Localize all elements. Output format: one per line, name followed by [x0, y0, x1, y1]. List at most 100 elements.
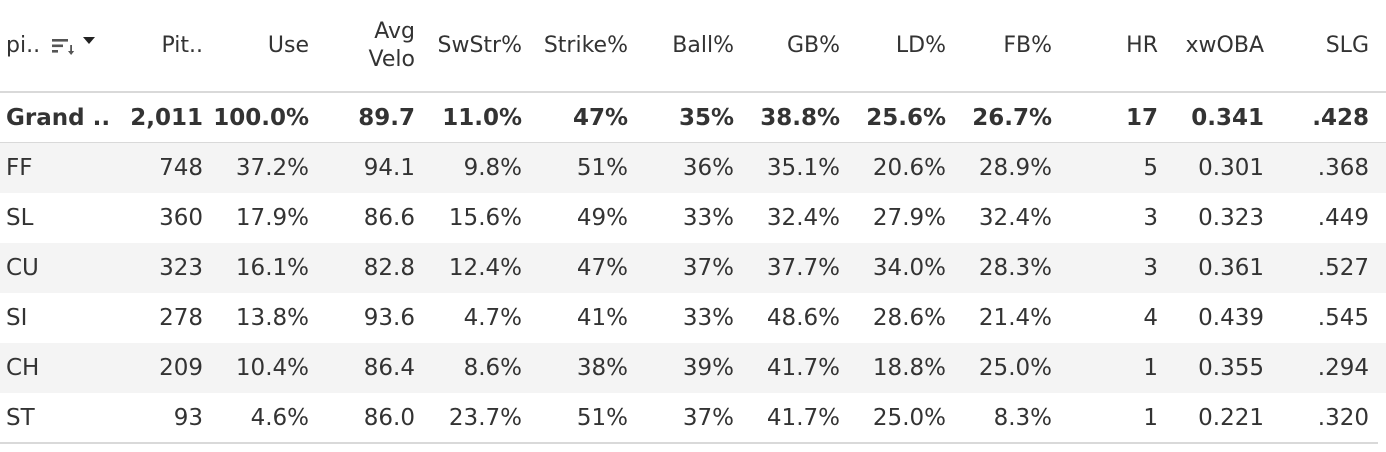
cell-pitch: FF	[6, 155, 33, 181]
column-header-pitch-type[interactable]: pi..	[6, 0, 96, 91]
cell-velo: 86.0	[363, 405, 415, 431]
column-header-label: Ball%	[672, 32, 734, 58]
column-header-swstr[interactable]: SwStr%	[420, 0, 523, 91]
column-header-label: Avg Velo	[369, 18, 415, 74]
cell-slg: .294	[1317, 355, 1369, 381]
column-header-label: Pit..	[161, 32, 203, 58]
cell-swstr: 23.7%	[448, 405, 522, 431]
column-header-slg[interactable]: SLG	[1280, 0, 1369, 91]
cell-ball: 35%	[678, 104, 734, 131]
column-header-hr[interactable]: HR	[1080, 0, 1158, 91]
cell-pitch: ST	[6, 405, 35, 431]
cell-swstr: 9.8%	[463, 155, 522, 181]
cell-velo: 94.1	[363, 155, 415, 181]
column-header-ball[interactable]: Ball%	[640, 0, 734, 91]
column-header-fb[interactable]: FB%	[960, 0, 1052, 91]
cell-velo: 82.8	[363, 255, 415, 281]
cell-hr: 3	[1143, 205, 1158, 231]
cell-hr: 1	[1143, 405, 1158, 431]
cell-ld: 18.8%	[872, 355, 946, 381]
cell-fb: 8.3%	[993, 405, 1052, 431]
cell-gb: 41.7%	[766, 355, 840, 381]
cell-swstr: 8.6%	[463, 355, 522, 381]
column-header-use[interactable]: Use	[220, 0, 309, 91]
cell-strike: 51%	[576, 405, 628, 431]
cell-slg: .449	[1317, 205, 1369, 231]
column-header-label: SLG	[1325, 32, 1369, 58]
cell-pitches: 323	[159, 255, 203, 281]
cell-xwoba: 0.355	[1198, 355, 1264, 381]
cell-use: 100.0%	[213, 104, 309, 131]
cell-xwoba: 0.221	[1198, 405, 1264, 431]
cell-swstr: 11.0%	[442, 104, 522, 131]
column-header-label: GB%	[786, 32, 840, 58]
cell-use: 37.2%	[235, 155, 309, 181]
cell-ball: 37%	[682, 405, 734, 431]
cell-strike: 47%	[572, 104, 628, 131]
cell-ball: 33%	[682, 305, 734, 331]
cell-fb: 28.9%	[978, 155, 1052, 181]
cell-pitch: Grand ..	[6, 104, 111, 131]
column-header-label: pi..	[6, 32, 41, 58]
table-row[interactable]: SI 278 13.8% 93.6 4.7% 41% 33% 48.6% 28.6% 21.4% 4…	[0, 293, 1386, 343]
cell-ld: 34.0%	[872, 255, 946, 281]
cell-hr: 3	[1143, 255, 1158, 281]
cell-ld: 28.6%	[872, 305, 946, 331]
table-row[interactable]: SL 360 17.9% 86.6 15.6% 49% 33% 32.4% 27.9% 32.4%…	[0, 193, 1386, 243]
cell-pitches: 2,011	[130, 104, 203, 131]
cell-velo: 89.7	[358, 104, 415, 131]
cell-pitch: CH	[6, 355, 40, 381]
table-row[interactable]: ST 93 4.6% 86.0 23.7% 51% 37% 41.7% 25.0% 8.3% 1 0.…	[0, 393, 1386, 443]
cell-use: 13.8%	[235, 305, 309, 331]
cell-pitches: 93	[173, 405, 203, 431]
grand-total-row[interactable]: Grand .. 2,011 100.0% 89.7 11.0% 47% 35% 38.8% 2…	[0, 93, 1386, 143]
column-header-xwoba[interactable]: xwOBA	[1170, 0, 1264, 91]
cell-gb: 37.7%	[766, 255, 840, 281]
cell-ld: 25.0%	[872, 405, 946, 431]
table-bottom-border	[0, 442, 1378, 444]
table-header-row: pi.. Pit.. Use Avg Velo	[0, 0, 1386, 93]
cell-velo: 86.6	[363, 205, 415, 231]
cell-swstr: 4.7%	[463, 305, 522, 331]
cell-hr: 1	[1143, 355, 1158, 381]
column-header-pitches[interactable]: Pit..	[120, 0, 203, 91]
table-body: Grand .. 2,011 100.0% 89.7 11.0% 47% 35% 38.8% 2…	[0, 93, 1386, 443]
cell-pitches: 278	[159, 305, 203, 331]
cell-pitch: SI	[6, 305, 28, 331]
cell-ld: 27.9%	[872, 205, 946, 231]
cell-gb: 32.4%	[766, 205, 840, 231]
column-header-label: LD%	[895, 32, 946, 58]
sort-descending-icon[interactable]	[50, 35, 76, 57]
cell-slg: .527	[1317, 255, 1369, 281]
column-header-gb[interactable]: GB%	[750, 0, 840, 91]
cell-fb: 25.0%	[978, 355, 1052, 381]
column-header-ld[interactable]: LD%	[860, 0, 946, 91]
column-header-label: HR	[1126, 32, 1158, 58]
column-header-label-line2: Velo	[368, 46, 415, 72]
cell-ball: 33%	[682, 205, 734, 231]
column-header-label: Use	[267, 32, 309, 58]
cell-hr: 17	[1125, 104, 1158, 131]
cell-pitches: 748	[159, 155, 203, 181]
column-header-strike[interactable]: Strike%	[530, 0, 628, 91]
cell-gb: 35.1%	[766, 155, 840, 181]
cell-pitches: 209	[159, 355, 203, 381]
cell-fb: 28.3%	[978, 255, 1052, 281]
cell-fb: 32.4%	[978, 205, 1052, 231]
cell-use: 4.6%	[250, 405, 309, 431]
cell-velo: 86.4	[363, 355, 415, 381]
column-header-avg-velo[interactable]: Avg Velo	[330, 0, 415, 91]
cell-xwoba: 0.361	[1198, 255, 1264, 281]
cell-strike: 47%	[576, 255, 628, 281]
table-row[interactable]: CU 323 16.1% 82.8 12.4% 47% 37% 37.7% 34.0% 28.3%…	[0, 243, 1386, 293]
column-header-label-line1: Avg	[374, 18, 415, 44]
table-row[interactable]: FF 748 37.2% 94.1 9.8% 51% 36% 35.1% 20.6% 28.9% 5…	[0, 143, 1386, 193]
cell-slg: .368	[1317, 155, 1369, 181]
table-row[interactable]: CH 209 10.4% 86.4 8.6% 38% 39% 41.7% 18.8% 25.0% 1…	[0, 343, 1386, 393]
cell-slg: .428	[1312, 104, 1369, 131]
cell-gb: 41.7%	[766, 405, 840, 431]
cell-hr: 4	[1143, 305, 1158, 331]
cell-strike: 51%	[576, 155, 628, 181]
column-header-label: Strike%	[543, 32, 628, 58]
cell-pitch: CU	[6, 255, 39, 281]
